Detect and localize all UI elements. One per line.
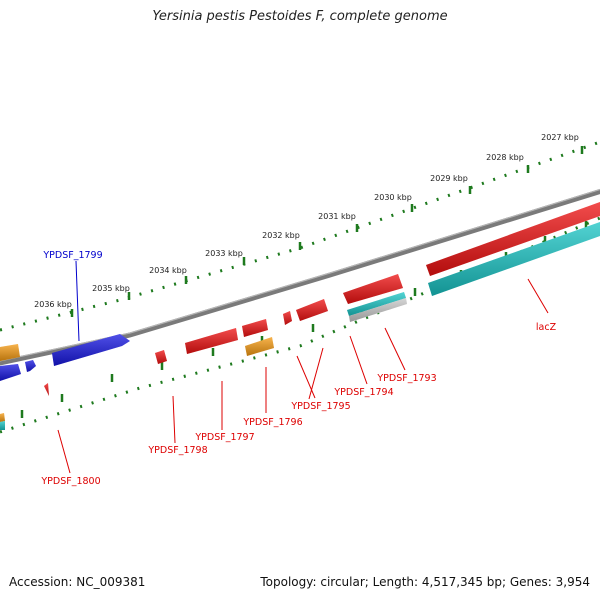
gene-labels: lacZ YPDSF_1793 YPDSF_1794 YPDSF_1795 YPDSF_…	[40, 250, 556, 487]
gene-ypdsf-1793[interactable]	[343, 274, 403, 304]
gene-ypdsf-1800[interactable]	[44, 383, 49, 396]
gene-lacz-outer[interactable]	[426, 202, 600, 276]
gene-features[interactable]	[0, 202, 600, 430]
leader-line	[349, 335, 368, 385]
gene-label-ypdsf-1795: YPDSF_1795	[290, 401, 350, 412]
ruler-label: 2036 kbp	[34, 300, 72, 309]
ruler-label: 2027 kbp	[541, 133, 579, 142]
gene-label-ypdsf-1794: YPDSF_1794	[333, 387, 393, 398]
ruler-label: 2033 kbp	[205, 249, 243, 258]
leader-line	[308, 347, 324, 400]
gene-ypdsf-1795-part[interactable]	[283, 311, 292, 325]
ruler-label: 2031 kbp	[318, 212, 356, 221]
ruler-label: 2034 kbp	[149, 266, 187, 275]
gene-label-ypdsf-1797: YPDSF_1797	[194, 432, 254, 443]
leader-line	[75, 260, 80, 342]
gene-ypdsf-1799[interactable]	[52, 334, 130, 366]
gene-label-ypdsf-1798: YPDSF_1798	[147, 445, 207, 456]
outer-ruler-labels: 2027 kbp 2028 kbp 2029 kbp 2030 kbp 2031 kbp…	[34, 133, 579, 309]
gene-label-ypdsf-1796: YPDSF_1796	[242, 417, 302, 428]
gene-label-ypdsf-1799: YPDSF_1799	[42, 250, 102, 261]
gene-label-ypdsf-1793: YPDSF_1793	[376, 373, 436, 384]
gene-lacz-inner[interactable]	[428, 222, 600, 296]
outer-ruler-track	[0, 140, 600, 332]
leader-line	[527, 278, 549, 314]
genome-backbone-highlight	[0, 188, 600, 362]
ruler-label: 2032 kbp	[262, 231, 300, 240]
genome-backbone	[0, 188, 600, 366]
gene-ypdsf-1796[interactable]	[245, 337, 274, 356]
gene-label-ypdsf-1800: YPDSF_1800	[40, 476, 100, 487]
gene-ypdsf-1795[interactable]	[242, 319, 268, 337]
gene-orange-edge[interactable]	[0, 344, 20, 361]
label-leader-lines	[57, 260, 549, 474]
ruler-label: 2030 kbp	[374, 193, 412, 202]
ruler-label: 2035 kbp	[92, 284, 130, 293]
gene-ypdsf-1798[interactable]	[155, 350, 167, 364]
leader-line	[57, 429, 71, 474]
leader-line	[172, 395, 176, 444]
inner-ruler-track	[0, 216, 600, 434]
ruler-label: 2029 kbp	[430, 174, 468, 183]
ruler-label: 2028 kbp	[486, 153, 524, 162]
gene-blue-small[interactable]	[25, 360, 36, 372]
accession-text: Accession: NC_009381	[9, 575, 146, 589]
leader-line	[296, 355, 316, 399]
gene-blue-edge[interactable]	[0, 364, 21, 381]
map-title: Yersinia pestis Pestoides F, complete ge…	[152, 9, 448, 24]
gene-cyan-small[interactable]	[347, 292, 406, 316]
gene-gray-small[interactable]	[349, 298, 407, 322]
gene-label-lacz: lacZ	[536, 322, 557, 333]
genome-summary-text: Topology: circular; Length: 4,517,345 bp…	[260, 575, 590, 589]
gene-orange-corner[interactable]	[0, 413, 5, 422]
gene-ypdsf-1794[interactable]	[296, 299, 328, 321]
gene-ypdsf-1797[interactable]	[185, 328, 238, 354]
gene-cyan-corner[interactable]	[0, 421, 5, 430]
outer-ruler-ticks	[70, 146, 584, 317]
leader-line	[384, 327, 406, 371]
